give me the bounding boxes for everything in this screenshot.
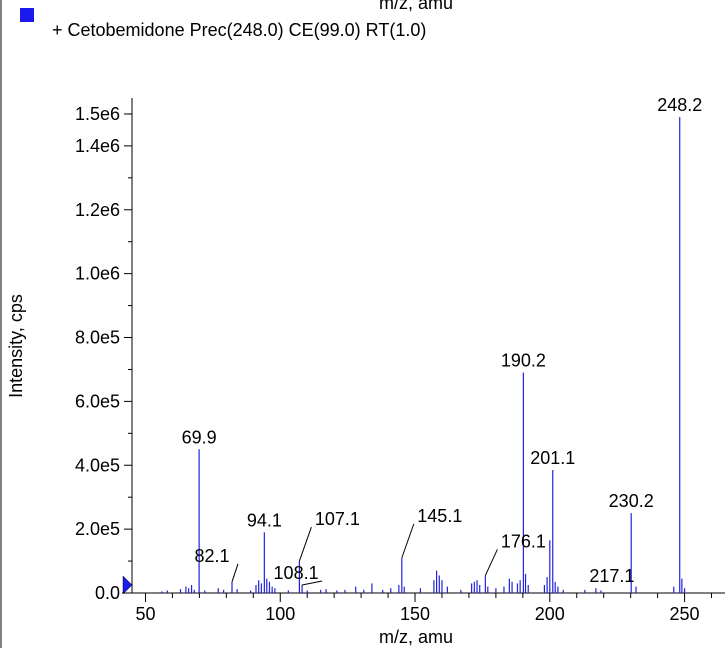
x-tick-label: 50 [135,604,155,624]
y-tick-label: 1.2e6 [75,200,120,220]
y-tick-label: 1.0e6 [75,264,120,284]
y-tick-label: 4.0e5 [75,455,120,475]
peak-label-group: 69.9 82.1 94.1 107.1 108.1 145.1 176.1 190.2 201… [182,95,703,586]
peak-label: 69.9 [182,427,217,447]
peak-label: 145.1 [417,506,462,526]
x-tick-label: 200 [535,604,565,624]
peak-label: 82.1 [194,546,229,566]
peak-leader-line [484,549,498,576]
peak-label: 107.1 [315,509,360,529]
y-tick-label: 1.5e6 [75,104,120,124]
peak-label: 201.1 [530,448,575,468]
legend-swatch [20,8,34,22]
peak-label: 190.2 [501,351,546,371]
x-tick-group: 50 100 150 200 250 [135,593,713,624]
x-axis-title: m/z, amu [379,627,453,647]
top-clipped-label: m/z, amu [379,0,453,13]
x-tick-label: 100 [265,604,295,624]
x-tick-label: 250 [670,604,700,624]
peak-label: 94.1 [247,510,282,530]
y-axis-title: Intensity, cps [6,294,26,398]
peak-label: 248.2 [657,95,702,115]
peak-group [161,117,686,593]
peak-leader-line [401,523,415,559]
peak-label: 176.1 [501,531,546,551]
legend-label: + Cetobemidone Prec(248.0) CE(99.0) RT(1… [52,20,426,40]
y-tick-label: 6.0e5 [75,391,120,411]
precursor-marker-icon [122,575,133,595]
peak-label: 230.2 [609,491,654,511]
x-tick-label: 150 [400,604,430,624]
peak-leader-line [231,563,239,582]
peak-leader-line [301,580,323,586]
y-tick-group: 0.0 2.0e5 4.0e5 6.0e5 8.0e5 1.0e6 1.2e6 1.4e6 1.… [75,104,132,603]
peak-label: 108.1 [274,563,319,583]
peak-leader-line [298,526,312,562]
y-tick-label: 8.0e5 [75,328,120,348]
y-tick-label: 0.0 [95,583,120,603]
peak-label: 217.1 [589,566,634,586]
y-tick-label: 1.4e6 [75,136,120,156]
y-tick-label: 2.0e5 [75,519,120,539]
